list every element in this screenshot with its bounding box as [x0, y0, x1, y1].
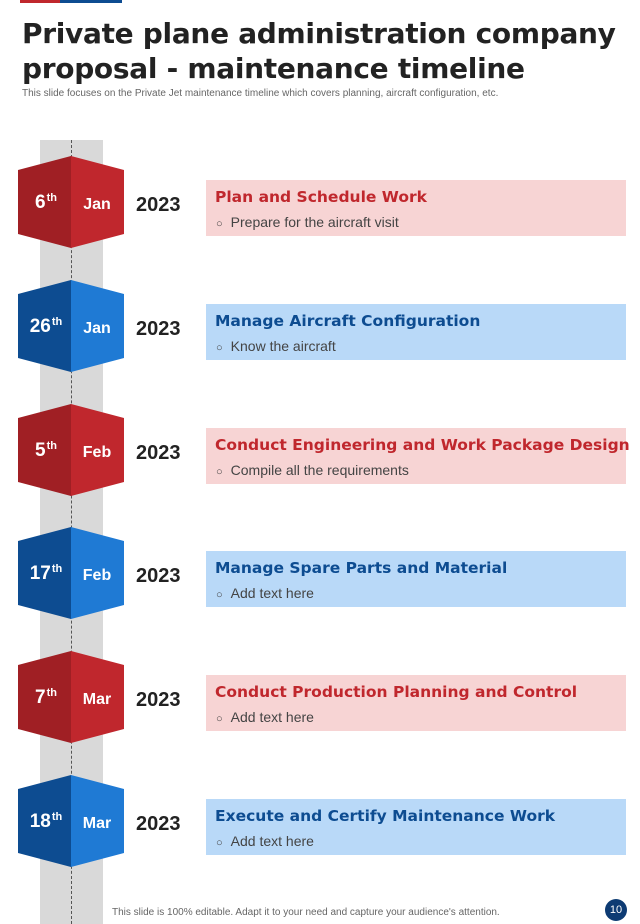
milestone-bullet-text: Compile all the requirements	[230, 462, 409, 478]
date-year: 2023	[136, 813, 181, 835]
hexagon-badge-shape	[18, 280, 124, 372]
milestone-bullet-text: Know the aircraft	[230, 338, 336, 354]
date-month: Mar	[82, 691, 112, 708]
date-month: Feb	[82, 567, 112, 584]
date-day: 5th	[35, 440, 57, 461]
hexagon-badge-shape	[18, 527, 124, 619]
date-badge: 26th Jan	[18, 280, 124, 372]
date-month: Feb	[82, 444, 112, 461]
timeline-row: 6th Jan 2023 Plan and Schedule Work ○ Prepare…	[0, 156, 640, 256]
circle-bullet-icon: ○	[216, 589, 223, 601]
date-badge: 18th Mar	[18, 775, 124, 867]
date-month: Mar	[82, 815, 112, 832]
date-month: Jan	[83, 196, 111, 213]
milestone-card: Plan and Schedule Work ○ Prepare for the a…	[206, 180, 626, 236]
top-accent-red	[20, 0, 60, 3]
milestone-title: Execute and Certify Maintenance Work	[215, 807, 556, 825]
milestone-title: Conduct Production Planning and Control	[215, 683, 578, 701]
timeline-row: 26th Jan 2023 Manage Aircraft Configuration…	[0, 280, 640, 380]
date-badge: 5th Feb	[18, 404, 124, 496]
milestone-title: Conduct Engineering and Work Package Des…	[215, 436, 630, 454]
milestone-bullet: ○ Add text here	[216, 709, 314, 725]
date-badge: 7th Mar	[18, 651, 124, 743]
timeline-row: 17th Feb 2023 Manage Spare Parts and Materi…	[0, 527, 640, 627]
page-title: Private plane administration company pro…	[22, 17, 616, 85]
circle-bullet-icon: ○	[216, 713, 223, 725]
date-year: 2023	[136, 689, 181, 711]
timeline-row: 18th Mar 2023 Execute and Certify Maintenan…	[0, 775, 640, 875]
milestone-card: Conduct Production Planning and Control ○…	[206, 675, 626, 731]
date-day: 17th	[29, 563, 63, 584]
milestone-bullet: ○ Compile all the requirements	[216, 462, 409, 478]
date-year: 2023	[136, 194, 181, 216]
circle-bullet-icon: ○	[216, 342, 223, 354]
date-day: 7th	[35, 687, 57, 708]
hexagon-badge-shape	[18, 404, 124, 496]
milestone-bullet-text: Add text here	[230, 833, 314, 849]
milestone-title: Manage Spare Parts and Material	[215, 559, 508, 577]
circle-bullet-icon: ○	[216, 218, 223, 230]
date-badge: 17th Feb	[18, 527, 124, 619]
timeline-row: 7th Mar 2023 Conduct Production Planning an…	[0, 651, 640, 751]
page-number-badge: 10	[605, 899, 627, 921]
timeline-row: 5th Feb 2023 Conduct Engineering and Work P…	[0, 404, 640, 504]
footer-note: This slide is 100% editable. Adapt it to…	[112, 907, 500, 918]
date-year: 2023	[136, 442, 181, 464]
milestone-title: Manage Aircraft Configuration	[215, 312, 481, 330]
date-day: 26th	[29, 316, 63, 337]
milestone-card: Execute and Certify Maintenance Work ○ Add…	[206, 799, 626, 855]
milestone-bullet: ○ Add text here	[216, 833, 314, 849]
milestone-card: Conduct Engineering and Work Package Des…	[206, 428, 630, 484]
milestone-bullet-text: Add text here	[230, 709, 314, 725]
milestone-card: Manage Aircraft Configuration ○ Know the a…	[206, 304, 626, 360]
date-day: 18th	[29, 811, 63, 832]
milestone-bullet-text: Prepare for the aircraft visit	[230, 214, 399, 230]
milestone-bullet: ○ Know the aircraft	[216, 338, 336, 354]
milestone-bullet-text: Add text here	[230, 585, 314, 601]
hexagon-badge-shape	[18, 156, 124, 248]
milestone-bullet: ○ Prepare for the aircraft visit	[216, 214, 399, 230]
date-day: 6th	[35, 192, 57, 213]
date-year: 2023	[136, 565, 181, 587]
date-badge: 6th Jan	[18, 156, 124, 248]
circle-bullet-icon: ○	[216, 837, 223, 849]
top-accent-blue	[60, 0, 122, 3]
milestone-title: Plan and Schedule Work	[215, 188, 427, 206]
milestone-bullet: ○ Add text here	[216, 585, 314, 601]
date-month: Jan	[83, 320, 111, 337]
hexagon-badge-shape	[18, 651, 124, 743]
milestone-card: Manage Spare Parts and Material ○ Add text…	[206, 551, 626, 607]
circle-bullet-icon: ○	[216, 466, 223, 478]
page-subtitle: This slide focuses on the Private Jet ma…	[22, 88, 499, 99]
date-year: 2023	[136, 318, 181, 340]
hexagon-badge-shape	[18, 775, 124, 867]
